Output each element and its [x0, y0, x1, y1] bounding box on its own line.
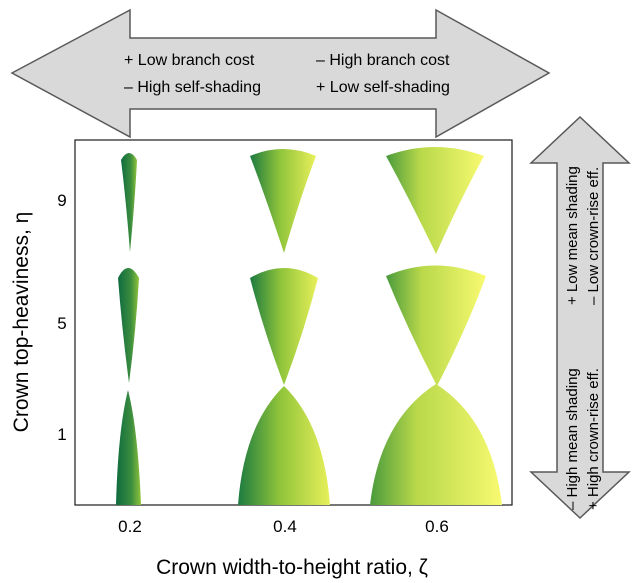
right-arrow-top-line-1: + Low mean shading [564, 166, 581, 305]
top-arrow-right-line-1: – High branch cost [316, 52, 450, 69]
crown-zeta-0.4-eta-9 [250, 149, 316, 253]
x-tick-0.4: 0.4 [273, 517, 297, 536]
right-arrow-top-line-2: – Low crown-rise eff. [585, 167, 602, 305]
crown-zeta-0.2-eta-9 [121, 153, 137, 252]
crown-zeta-0.6-eta-5 [386, 265, 486, 386]
right-arrow-bottom-line-1: – High mean shading [564, 368, 581, 510]
crown-zeta-0.2-eta-1 [116, 390, 141, 505]
x-tick-0.6: 0.6 [425, 517, 449, 536]
y-tick-1: 1 [57, 425, 66, 444]
right-double-arrow [529, 115, 631, 520]
crown-zeta-0.2-eta-5 [118, 268, 139, 383]
y-tick-9: 9 [57, 191, 66, 210]
x-axis-title: Crown width-to-height ratio, ζ [156, 556, 428, 579]
crown-zeta-0.4-eta-1 [238, 386, 330, 505]
right-arrow-bottom-line-2: + High crown-rise eff. [585, 368, 602, 510]
crown-zeta-0.6-eta-1 [370, 384, 502, 505]
top-arrow-left-line-1: + Low branch cost [124, 52, 255, 69]
y-axis-title: Crown top-heaviness, η [10, 212, 33, 433]
crown-zeta-0.6-eta-9 [386, 147, 484, 254]
crown-zeta-0.4-eta-5 [250, 268, 318, 385]
y-tick-5: 5 [57, 314, 66, 333]
top-arrow-left-line-2: – High self-shading [124, 79, 261, 96]
top-arrow-right-line-2: + Low self-shading [316, 79, 450, 96]
top-double-arrow [10, 8, 551, 139]
x-tick-0.2: 0.2 [118, 517, 142, 536]
